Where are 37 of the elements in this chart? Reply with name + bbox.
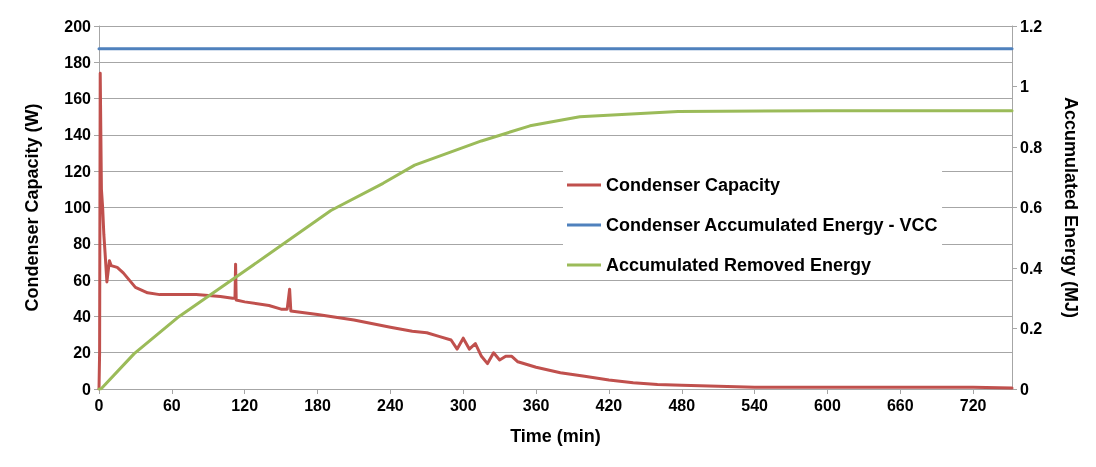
y-tick-label: 0 bbox=[82, 380, 92, 398]
y2-axis-title: Accumulated Energy (MJ) bbox=[1061, 96, 1081, 319]
x-tick-label: 300 bbox=[449, 396, 477, 414]
y-tick-label: 40 bbox=[73, 307, 92, 325]
x-tick-label: 240 bbox=[377, 396, 404, 414]
x-tick-label: 540 bbox=[741, 396, 769, 414]
x-tick-label: 660 bbox=[886, 396, 914, 414]
y-tick-label: 180 bbox=[64, 53, 92, 71]
y2-tick-label: 0.6 bbox=[1020, 199, 1043, 216]
x-tick-label: 120 bbox=[231, 396, 259, 414]
y2-tick-label: 1 bbox=[1020, 78, 1029, 95]
x-tick-label: 360 bbox=[522, 396, 550, 414]
legend-label: Condenser Capacity bbox=[606, 175, 781, 195]
x-tick-label: 600 bbox=[814, 396, 841, 414]
x-tick-label: 480 bbox=[668, 396, 696, 414]
y-tick-label: 20 bbox=[73, 344, 92, 362]
y-axis-title: Condenser Capacity (W) bbox=[22, 103, 42, 312]
legend-label: Condenser Accumulated Energy - VCC bbox=[606, 215, 938, 235]
y2-tick-label: 0.8 bbox=[1020, 138, 1043, 156]
y-tick-label: 160 bbox=[64, 90, 92, 108]
x-tick-label: 60 bbox=[162, 396, 181, 414]
y2-tick-label: 1.2 bbox=[1020, 17, 1043, 35]
x-tick-label: 180 bbox=[304, 396, 331, 414]
x-tick-label: 0 bbox=[94, 396, 104, 414]
y-tick-label: 100 bbox=[64, 199, 92, 216]
x-tick-label: 420 bbox=[595, 396, 623, 414]
y2-tick-label: 0 bbox=[1020, 380, 1029, 398]
x-axis-title: Time (min) bbox=[510, 426, 601, 446]
y-tick-label: 80 bbox=[73, 235, 92, 253]
y-tick-label: 200 bbox=[64, 17, 92, 35]
y2-tick-label: 0.4 bbox=[1020, 259, 1043, 277]
y-tick-label: 60 bbox=[73, 271, 92, 289]
legend-label: Accumulated Removed Energy bbox=[606, 255, 872, 275]
x-tick-label: 720 bbox=[959, 396, 987, 414]
y-tick-label: 120 bbox=[64, 162, 92, 180]
y2-tick-label: 0.2 bbox=[1020, 320, 1043, 337]
y-tick-label: 140 bbox=[64, 126, 92, 144]
